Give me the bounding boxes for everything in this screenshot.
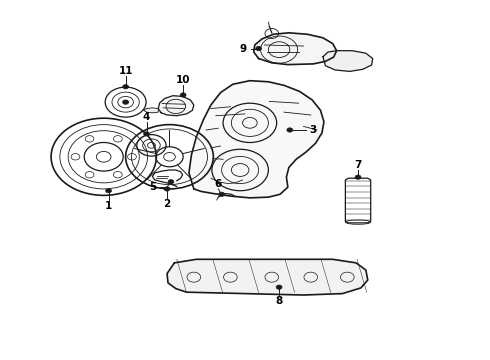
Text: 5: 5 <box>149 182 156 192</box>
Text: 10: 10 <box>176 75 191 85</box>
Text: 1: 1 <box>105 201 112 211</box>
Text: 2: 2 <box>164 199 171 209</box>
Text: 9: 9 <box>240 44 246 54</box>
Circle shape <box>287 128 293 132</box>
Polygon shape <box>158 96 194 116</box>
Circle shape <box>144 132 149 136</box>
Polygon shape <box>144 108 158 113</box>
Polygon shape <box>323 51 373 71</box>
Polygon shape <box>254 33 337 64</box>
Text: 8: 8 <box>275 296 283 306</box>
Text: 4: 4 <box>143 112 150 122</box>
Text: 6: 6 <box>215 179 222 189</box>
Circle shape <box>256 46 262 51</box>
Text: 11: 11 <box>119 66 133 76</box>
Polygon shape <box>167 259 368 295</box>
Circle shape <box>168 180 174 184</box>
Circle shape <box>122 100 128 104</box>
Text: 3: 3 <box>310 125 317 135</box>
Circle shape <box>276 285 282 289</box>
Text: 7: 7 <box>354 160 362 170</box>
Circle shape <box>164 187 170 191</box>
Circle shape <box>219 192 224 197</box>
Circle shape <box>180 93 186 97</box>
Circle shape <box>106 189 112 193</box>
Circle shape <box>122 85 128 89</box>
Polygon shape <box>189 81 324 198</box>
Circle shape <box>355 175 361 179</box>
